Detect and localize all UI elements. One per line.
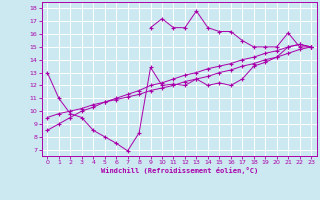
X-axis label: Windchill (Refroidissement éolien,°C): Windchill (Refroidissement éolien,°C): [100, 167, 258, 174]
